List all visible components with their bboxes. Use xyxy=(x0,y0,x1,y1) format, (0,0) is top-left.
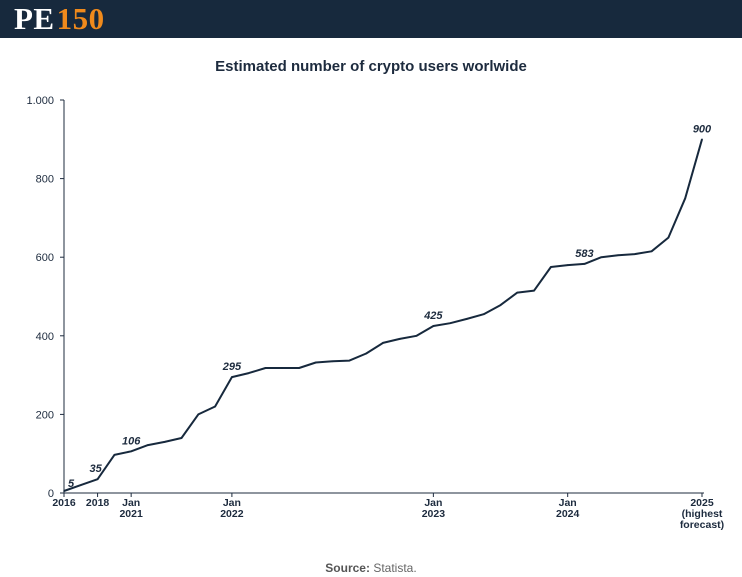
x-tick-label: Jan xyxy=(424,497,442,509)
x-tick-label: 2018 xyxy=(86,497,110,509)
data-point xyxy=(382,342,384,344)
data-point xyxy=(449,322,451,325)
data-point xyxy=(701,138,703,141)
data-point xyxy=(634,253,636,255)
source-label: Source: xyxy=(325,561,370,575)
data-point xyxy=(163,441,166,443)
data-point xyxy=(247,372,250,374)
data-point xyxy=(63,490,65,492)
data-point xyxy=(281,367,284,369)
x-tick-label: 2022 xyxy=(220,508,244,520)
data-point xyxy=(566,264,569,266)
x-tick-label: 2023 xyxy=(422,508,446,520)
data-point xyxy=(650,250,653,253)
data-point xyxy=(398,338,401,340)
data-point xyxy=(79,484,82,486)
data-point xyxy=(466,318,468,320)
data-point xyxy=(331,360,334,363)
x-tick-label: Jan xyxy=(559,497,577,509)
y-tick-label: 800 xyxy=(36,174,54,186)
data-point xyxy=(197,413,200,416)
data-point xyxy=(432,325,435,327)
data-point xyxy=(550,266,552,268)
chart-title: Estimated number of crypto users worlwid… xyxy=(215,58,527,75)
x-tick-label: (highest xyxy=(682,508,723,520)
x-tick-label: Jan xyxy=(122,497,140,509)
data-label: 5 xyxy=(68,478,75,490)
data-label: 900 xyxy=(693,123,712,135)
data-point xyxy=(365,352,368,355)
source-note: Source: Statista. xyxy=(0,561,742,575)
data-point xyxy=(499,304,502,306)
data-point xyxy=(533,289,535,292)
data-point xyxy=(482,313,485,315)
data-label: 583 xyxy=(575,248,593,260)
data-point xyxy=(315,361,317,364)
data-label: 35 xyxy=(89,463,102,475)
data-label: 425 xyxy=(423,310,443,322)
data-point xyxy=(96,478,99,481)
y-tick-label: 0 xyxy=(48,488,54,500)
header-bar: PE 150 xyxy=(0,0,742,38)
x-tick-label: Jan xyxy=(223,497,241,509)
data-point xyxy=(600,256,603,259)
x-tick-label: 2024 xyxy=(556,508,580,520)
data-point xyxy=(214,405,216,408)
logo-text-150: 150 xyxy=(56,1,105,36)
data-point xyxy=(684,197,687,200)
data-point xyxy=(130,450,132,453)
data-point xyxy=(516,291,519,294)
x-tick-label: forecast) xyxy=(680,519,724,531)
data-point xyxy=(583,263,586,265)
data-point xyxy=(264,367,267,369)
y-tick-label: 600 xyxy=(36,252,54,264)
y-tick-label: 200 xyxy=(36,409,54,421)
y-tick-label: 1.000 xyxy=(26,95,54,107)
x-tick-label: 2016 xyxy=(52,497,76,509)
data-point xyxy=(348,359,351,362)
data-point xyxy=(667,236,670,239)
data-label: 295 xyxy=(222,361,242,373)
pe150-logo[interactable]: PE 150 xyxy=(14,2,105,36)
x-tick-label: 2021 xyxy=(119,508,143,520)
data-point xyxy=(231,376,233,378)
x-tick-label: 2025 xyxy=(690,497,714,509)
data-label: 106 xyxy=(122,435,141,447)
source-value: Statista. xyxy=(373,561,417,575)
data-point xyxy=(617,254,619,257)
data-point xyxy=(415,335,418,337)
data-point xyxy=(180,437,183,439)
data-point xyxy=(113,454,116,456)
data-point xyxy=(298,367,300,369)
data-point xyxy=(147,444,149,446)
y-tick-label: 400 xyxy=(36,331,54,343)
logo-text-pe: PE xyxy=(14,1,55,36)
series-line-crypto-users xyxy=(63,139,703,492)
